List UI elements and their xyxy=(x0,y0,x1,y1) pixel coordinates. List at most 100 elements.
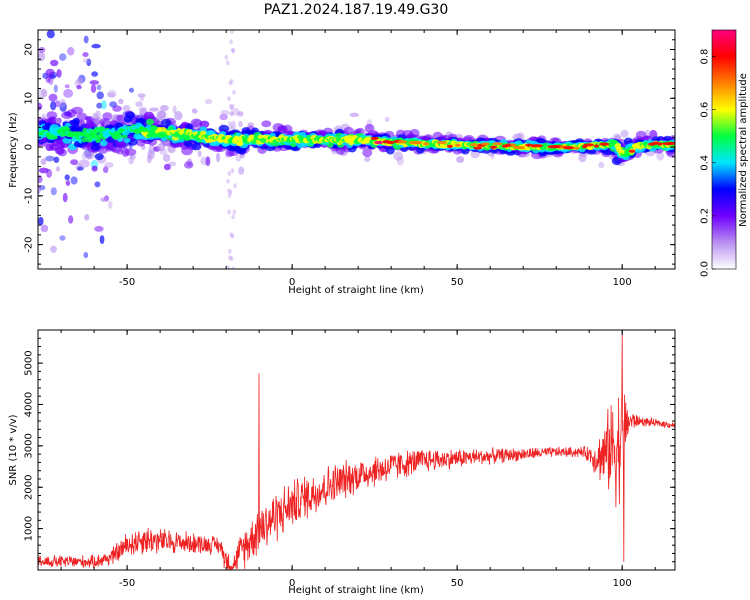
spectral-peak xyxy=(446,144,453,148)
spectral-blob xyxy=(230,168,235,174)
spectral-blob xyxy=(235,154,242,162)
spectral-blob xyxy=(218,124,230,133)
spectral-blob xyxy=(124,148,137,156)
spectrogram-x-axis: -50 0 50 100 xyxy=(60,30,656,288)
y-tick-label: 2000 xyxy=(24,475,35,500)
snr-series-line xyxy=(38,330,675,570)
spectral-blob xyxy=(100,139,108,147)
spectral-blob xyxy=(59,102,67,112)
spectral-blob xyxy=(143,111,155,120)
spectral-blob xyxy=(41,88,48,98)
colorbar-tick-label: 0.8 xyxy=(700,49,711,65)
spectral-blob xyxy=(174,110,183,121)
spectral-blob xyxy=(90,84,97,93)
spectral-blob xyxy=(230,111,234,117)
x-tick-label: 0 xyxy=(289,277,295,288)
spectral-blob xyxy=(362,147,373,158)
spectral-blob xyxy=(109,101,118,108)
spectral-blob xyxy=(228,189,233,195)
spectral-blob xyxy=(199,120,210,128)
snr-panel: -50 0 50 100 1000 2000 3000 4000 5000 Height of… xyxy=(8,329,676,596)
spectral-blob xyxy=(70,176,78,185)
x-tick-label: -50 xyxy=(119,578,135,589)
figure-title: PAZ1.2024.187.19.49.G30 xyxy=(264,2,449,18)
spectral-blob xyxy=(393,151,404,161)
spectral-blob xyxy=(96,102,103,109)
spectral-blob xyxy=(71,106,84,115)
spectral-blob xyxy=(157,143,166,152)
spectral-peak xyxy=(422,142,430,146)
x-tick-label: -50 xyxy=(119,277,135,288)
spectral-blob xyxy=(149,124,158,131)
spectral-peak xyxy=(470,143,478,147)
spectral-blob xyxy=(233,183,237,189)
spectral-blob xyxy=(45,155,55,162)
spectral-blob xyxy=(50,245,57,253)
spectral-blob xyxy=(220,109,230,116)
spectral-blob xyxy=(128,87,134,93)
spectral-blob xyxy=(50,187,57,196)
spectral-blob xyxy=(46,30,55,39)
spectral-blob xyxy=(94,225,104,232)
spectral-blob xyxy=(38,102,43,111)
spectral-blob xyxy=(38,167,49,174)
spectral-blob xyxy=(76,85,82,90)
spectral-blob xyxy=(100,197,107,202)
spectral-blob xyxy=(225,60,230,66)
spectral-blob xyxy=(56,68,62,78)
spectral-blob xyxy=(145,118,155,126)
spectral-blob xyxy=(50,59,59,67)
y-tick-label: 10 xyxy=(24,92,35,105)
spectral-blob xyxy=(230,103,235,109)
spectral-blob xyxy=(225,265,230,269)
spectral-blob xyxy=(230,105,234,111)
spectral-blob xyxy=(55,147,65,155)
spectral-blob xyxy=(63,88,74,98)
spectral-blob xyxy=(326,141,334,148)
spectral-blob xyxy=(82,57,92,64)
y-tick-label: 0 xyxy=(24,144,35,150)
spectral-blob xyxy=(456,156,465,163)
spectral-blob xyxy=(83,35,89,44)
spectral-blob xyxy=(76,112,88,121)
spectral-blob xyxy=(122,104,131,112)
spectral-blob xyxy=(159,104,169,112)
spectral-blob xyxy=(53,156,60,163)
spectral-blob xyxy=(204,98,213,105)
colorbar-tick-label: 0.4 xyxy=(700,155,711,171)
y-tick-label: -20 xyxy=(24,236,35,252)
spectral-blob xyxy=(48,126,55,133)
spectral-blob xyxy=(45,75,51,84)
spectral-peak xyxy=(593,144,600,148)
spectral-blob xyxy=(107,200,113,209)
spectral-blob xyxy=(123,137,131,143)
snr-y-label: SNR (10 * v/v) xyxy=(8,414,19,485)
spectral-blob xyxy=(118,98,124,105)
spectral-blob xyxy=(103,132,110,139)
spectral-peak xyxy=(657,142,663,146)
spectral-blob xyxy=(230,47,235,53)
spectral-blob xyxy=(64,174,70,181)
y-tick-label: -10 xyxy=(24,188,35,204)
y-tick-label: 4000 xyxy=(24,392,35,417)
spectral-blob xyxy=(91,43,101,49)
spectral-blob xyxy=(227,209,231,215)
spectral-blob xyxy=(50,101,57,111)
colorbar-tick-label: 0.2 xyxy=(700,208,711,224)
spectral-blob xyxy=(216,152,221,163)
spectral-peak xyxy=(531,144,544,148)
spectral-blob xyxy=(68,215,74,224)
spectral-peak xyxy=(481,142,490,146)
spectral-blob xyxy=(227,193,232,199)
spectral-blob xyxy=(40,158,47,166)
spectral-blob xyxy=(115,133,122,139)
spectral-blob xyxy=(396,156,404,166)
spectral-blob xyxy=(224,54,229,60)
spectral-blob xyxy=(91,165,98,172)
spectral-blob xyxy=(227,121,232,127)
spectrogram-frame xyxy=(37,29,676,270)
x-tick-label: 100 xyxy=(613,578,632,589)
spectral-peak xyxy=(562,146,575,150)
spectral-blob xyxy=(40,224,49,233)
y-tick-label: 1000 xyxy=(24,516,35,541)
